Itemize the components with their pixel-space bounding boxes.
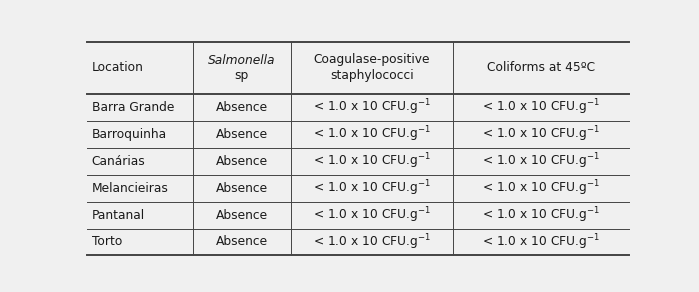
Text: Absence: Absence	[216, 182, 268, 195]
Text: Canárias: Canárias	[92, 155, 145, 168]
Text: Coagulase-positive
staphylococci: Coagulase-positive staphylococci	[314, 53, 430, 82]
Text: < 1.0 x 10 CFU.g$^{-1}$: < 1.0 x 10 CFU.g$^{-1}$	[482, 98, 600, 117]
Text: Absence: Absence	[216, 235, 268, 248]
Text: < 1.0 x 10 CFU.g$^{-1}$: < 1.0 x 10 CFU.g$^{-1}$	[482, 178, 600, 198]
Text: Barroquinha: Barroquinha	[92, 128, 167, 141]
Text: Absence: Absence	[216, 208, 268, 222]
Text: < 1.0 x 10 CFU.g$^{-1}$: < 1.0 x 10 CFU.g$^{-1}$	[312, 125, 431, 144]
Text: < 1.0 x 10 CFU.g$^{-1}$: < 1.0 x 10 CFU.g$^{-1}$	[482, 152, 600, 171]
Text: < 1.0 x 10 CFU.g$^{-1}$: < 1.0 x 10 CFU.g$^{-1}$	[482, 125, 600, 144]
Text: < 1.0 x 10 CFU.g$^{-1}$: < 1.0 x 10 CFU.g$^{-1}$	[482, 232, 600, 252]
Text: Location: Location	[92, 61, 143, 74]
Text: < 1.0 x 10 CFU.g$^{-1}$: < 1.0 x 10 CFU.g$^{-1}$	[312, 232, 431, 252]
Text: Coliforms at 45ºC: Coliforms at 45ºC	[487, 61, 595, 74]
Text: sp: sp	[235, 69, 249, 82]
Text: Pantanal: Pantanal	[92, 208, 145, 222]
Text: < 1.0 x 10 CFU.g$^{-1}$: < 1.0 x 10 CFU.g$^{-1}$	[312, 178, 431, 198]
Text: Absence: Absence	[216, 101, 268, 114]
Text: Absence: Absence	[216, 155, 268, 168]
Text: < 1.0 x 10 CFU.g$^{-1}$: < 1.0 x 10 CFU.g$^{-1}$	[312, 205, 431, 225]
Text: Absence: Absence	[216, 128, 268, 141]
Text: Torto: Torto	[92, 235, 122, 248]
Text: < 1.0 x 10 CFU.g$^{-1}$: < 1.0 x 10 CFU.g$^{-1}$	[312, 98, 431, 117]
Text: < 1.0 x 10 CFU.g$^{-1}$: < 1.0 x 10 CFU.g$^{-1}$	[482, 205, 600, 225]
Text: Barra Grande: Barra Grande	[92, 101, 174, 114]
Text: < 1.0 x 10 CFU.g$^{-1}$: < 1.0 x 10 CFU.g$^{-1}$	[312, 152, 431, 171]
Text: Salmonella: Salmonella	[208, 53, 275, 67]
Text: Melancieiras: Melancieiras	[92, 182, 168, 195]
